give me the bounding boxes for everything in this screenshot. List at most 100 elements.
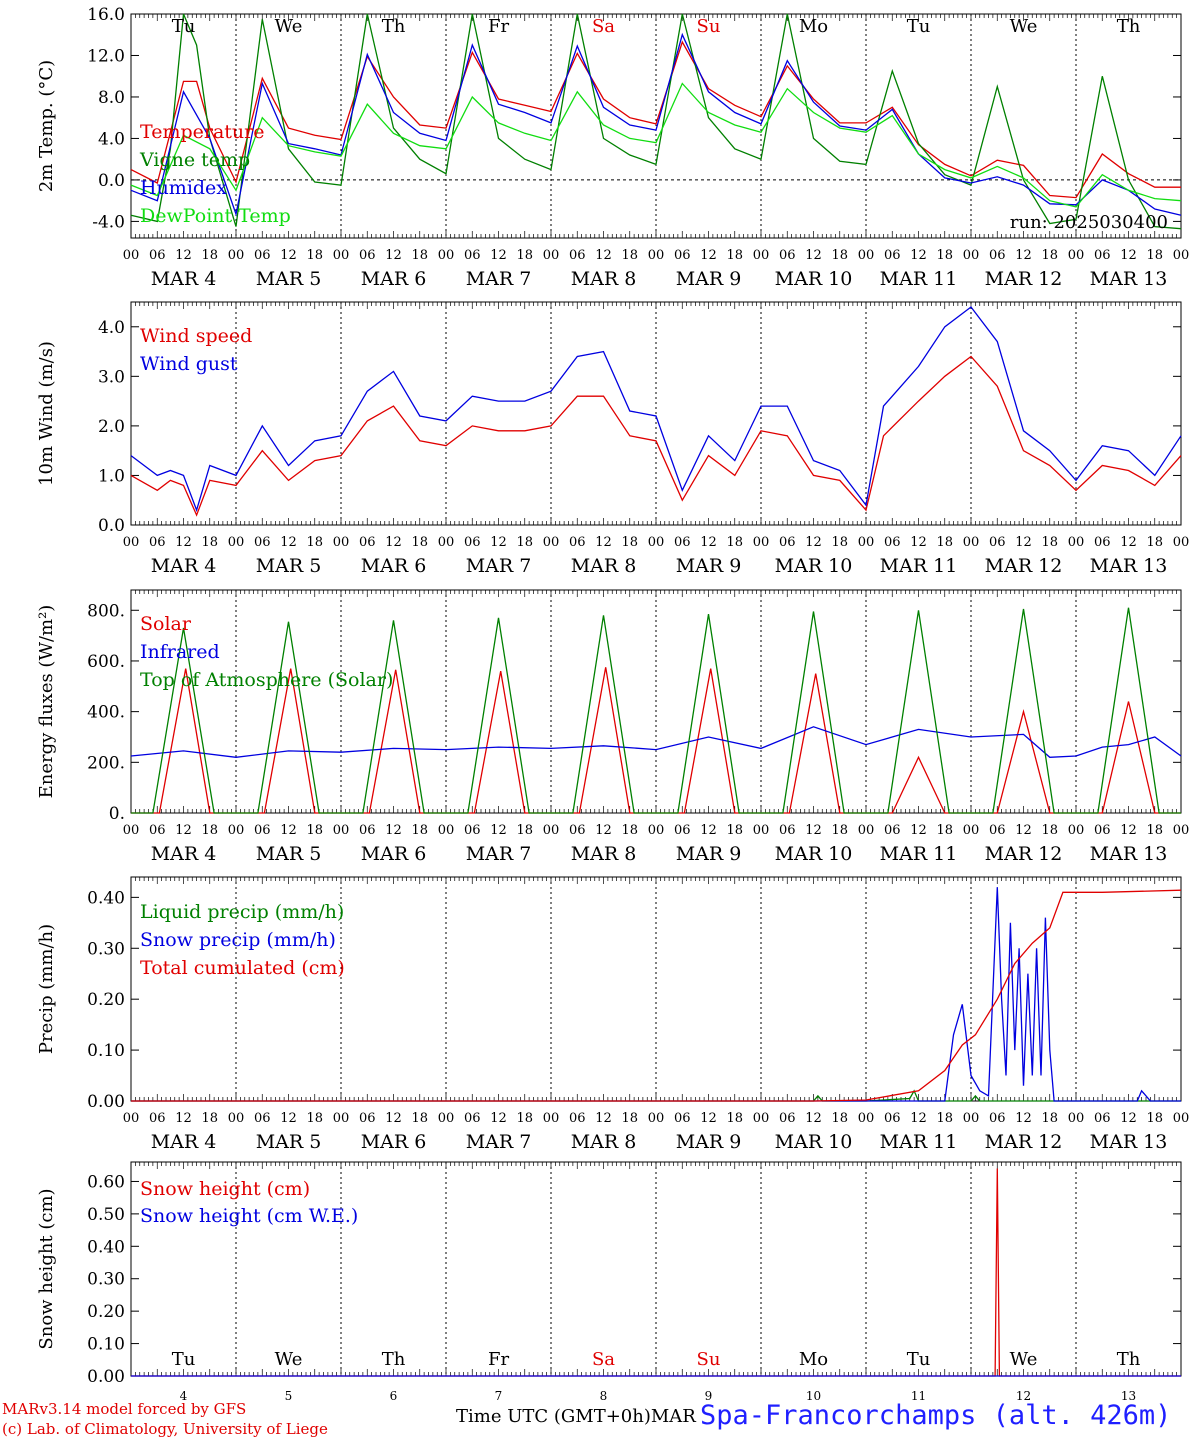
x-hour-label: 00 <box>963 1111 980 1126</box>
x-hour-label: 00 <box>543 248 560 263</box>
date-label: MAR 9 <box>676 1131 742 1153</box>
x-hour-label: 06 <box>884 248 901 263</box>
x-hour-label: 06 <box>884 1111 901 1126</box>
x-hour-label: 00 <box>1173 248 1190 263</box>
x-hour-label: 12 <box>700 823 717 838</box>
x-hour-label: 12 <box>805 823 822 838</box>
date-label: MAR 4 <box>151 268 217 290</box>
date-label: MAR 4 <box>151 555 217 577</box>
day-name-label: We <box>275 16 303 37</box>
x-hour-label: 12 <box>280 535 297 550</box>
x-hour-label: 06 <box>569 823 586 838</box>
x-hour-label: 00 <box>543 1111 560 1126</box>
x-hour-label: 12 <box>280 823 297 838</box>
x-hour-label: 00 <box>123 535 140 550</box>
x-hour-label: 06 <box>674 248 691 263</box>
x-hour-label: 18 <box>831 1111 848 1126</box>
x-hour-label: 12 <box>490 535 507 550</box>
day-number-label: 4 <box>180 1389 188 1403</box>
x-hour-label: 00 <box>543 535 560 550</box>
x-hour-label: 06 <box>569 1111 586 1126</box>
x-hour-label: 18 <box>621 248 638 263</box>
x-hour-label: 06 <box>1094 1111 1111 1126</box>
date-label: MAR 9 <box>676 843 742 865</box>
series-line <box>130 355 1182 517</box>
date-label: MAR 11 <box>880 268 958 290</box>
x-hour-label: 12 <box>805 535 822 550</box>
day-number-label: 6 <box>390 1389 398 1403</box>
x-hour-label: 06 <box>779 823 796 838</box>
y-tick-label: -4.0 <box>92 212 125 232</box>
date-label: MAR 9 <box>676 555 742 577</box>
day-number-label: 9 <box>705 1389 713 1403</box>
y-tick-label: 0.30 <box>87 939 125 959</box>
x-hour-label: 00 <box>438 535 455 550</box>
date-label: MAR 10 <box>775 1131 853 1153</box>
x-hour-label: 18 <box>726 1111 743 1126</box>
y-tick-label: 800. <box>87 601 125 621</box>
x-hour-label: 12 <box>175 823 192 838</box>
x-hour-label: 00 <box>1068 1111 1085 1126</box>
y-tick-label: 12.0 <box>87 46 125 66</box>
y-tick-label: 0.20 <box>87 990 125 1010</box>
x-hour-label: 12 <box>805 1111 822 1126</box>
x-hour-label: 06 <box>674 1111 691 1126</box>
x-hour-label: 00 <box>963 248 980 263</box>
day-number-label: 10 <box>806 1389 821 1403</box>
date-label: MAR 7 <box>466 1131 532 1153</box>
x-hour-label: 18 <box>1041 535 1058 550</box>
x-hour-label: 18 <box>201 248 218 263</box>
x-hour-label: 18 <box>621 1111 638 1126</box>
legend-entry: Temperature <box>140 121 264 143</box>
y-axis-title: Energy fluxes (W/m²) <box>36 605 57 799</box>
x-hour-label: 06 <box>464 535 481 550</box>
date-label: MAR 11 <box>880 843 958 865</box>
date-label: MAR 8 <box>571 1131 637 1153</box>
date-label: MAR 13 <box>1090 843 1168 865</box>
x-hour-label: 12 <box>490 1111 507 1126</box>
x-hour-label: 18 <box>516 823 533 838</box>
y-tick-label: 0.40 <box>87 888 125 908</box>
date-label: MAR 11 <box>880 555 958 577</box>
x-hour-label: 00 <box>1173 535 1190 550</box>
day-name-label: Th <box>382 16 406 37</box>
x-hour-label: 00 <box>438 1111 455 1126</box>
x-hour-label: 06 <box>464 823 481 838</box>
x-hour-label: 18 <box>411 535 428 550</box>
y-axis-title: 2m Temp. (°C) <box>36 60 57 192</box>
x-hour-label: 18 <box>936 823 953 838</box>
x-hour-label: 12 <box>700 248 717 263</box>
panel-wind <box>130 301 1182 526</box>
series-line <box>130 40 1181 199</box>
date-label: MAR 9 <box>676 268 742 290</box>
x-hour-label: 00 <box>333 1111 350 1126</box>
x-hour-label: 18 <box>621 823 638 838</box>
y-tick-label: 600. <box>87 652 125 672</box>
station-name: Spa-Francorchamps (alt. 426m) <box>700 1400 1172 1431</box>
x-hour-label: 06 <box>779 1111 796 1126</box>
legend-entry: Total cumulated (cm) <box>140 957 345 979</box>
y-tick-label: 3.0 <box>98 367 125 387</box>
x-hour-label: 06 <box>989 248 1006 263</box>
day-name-label: Tu <box>907 16 931 37</box>
x-hour-label: 06 <box>149 248 166 263</box>
y-tick-label: 0.60 <box>87 1172 125 1192</box>
x-hour-label: 18 <box>1146 535 1163 550</box>
x-hour-label: 18 <box>936 535 953 550</box>
x-hour-label: 12 <box>700 1111 717 1126</box>
x-hour-label: 18 <box>411 823 428 838</box>
x-hour-label: 18 <box>306 535 323 550</box>
day-number-label: 11 <box>911 1389 926 1403</box>
day-name-label: Tu <box>172 16 196 37</box>
y-tick-label: 2.0 <box>98 417 125 437</box>
x-hour-label: 12 <box>490 248 507 263</box>
x-hour-label: 12 <box>280 248 297 263</box>
x-hour-label: 12 <box>280 1111 297 1126</box>
series-line <box>131 607 1181 814</box>
x-hour-label: 18 <box>201 1111 218 1126</box>
day-name-label: We <box>275 1349 303 1370</box>
y-tick-label: 0.30 <box>87 1270 125 1290</box>
y-tick-label: 0.10 <box>87 1335 125 1355</box>
date-label: MAR 6 <box>361 268 427 290</box>
